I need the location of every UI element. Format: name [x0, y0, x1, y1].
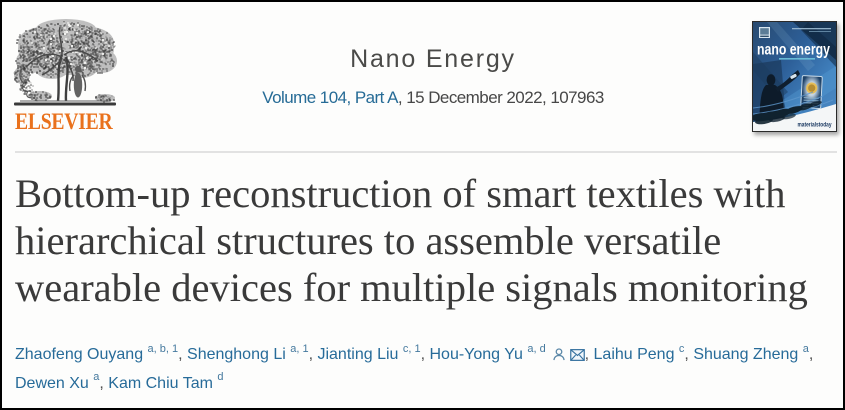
svg-text:materialstoday: materialstoday	[798, 123, 833, 129]
svg-text:nano energy: nano energy	[757, 42, 830, 59]
